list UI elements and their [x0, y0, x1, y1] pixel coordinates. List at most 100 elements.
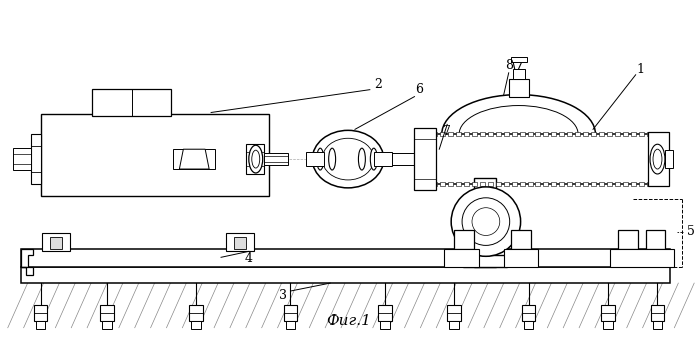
Bar: [653, 321, 662, 329]
Bar: [535, 132, 540, 136]
Bar: [599, 182, 604, 186]
Ellipse shape: [317, 148, 324, 170]
Bar: [618, 229, 638, 249]
Bar: [603, 321, 613, 329]
Bar: [456, 182, 461, 186]
Bar: [34, 305, 47, 321]
Bar: [440, 182, 445, 186]
Circle shape: [462, 198, 510, 245]
Ellipse shape: [371, 148, 378, 170]
Bar: [234, 237, 246, 249]
Bar: [389, 153, 419, 165]
Bar: [31, 134, 40, 184]
Bar: [623, 182, 628, 186]
Bar: [535, 182, 540, 186]
Ellipse shape: [252, 150, 260, 168]
Bar: [21, 249, 670, 267]
Bar: [432, 132, 437, 136]
Text: 7: 7: [443, 125, 451, 138]
Bar: [601, 305, 615, 321]
Bar: [639, 132, 644, 136]
Bar: [504, 182, 509, 186]
Bar: [639, 182, 644, 186]
Bar: [246, 144, 264, 174]
Bar: [528, 182, 533, 186]
Bar: [480, 132, 485, 136]
Bar: [575, 182, 580, 186]
Bar: [607, 182, 612, 186]
Bar: [615, 182, 620, 186]
Bar: [463, 255, 507, 267]
Text: Фиг.1: Фиг.1: [327, 314, 371, 328]
Bar: [509, 79, 528, 97]
Ellipse shape: [650, 144, 665, 174]
Bar: [43, 234, 70, 251]
Bar: [583, 182, 588, 186]
Ellipse shape: [312, 130, 384, 188]
Bar: [92, 89, 172, 117]
Bar: [610, 249, 674, 267]
Bar: [623, 132, 628, 136]
Text: 5: 5: [688, 225, 695, 238]
Bar: [173, 149, 215, 169]
Bar: [559, 182, 564, 186]
Bar: [450, 321, 459, 329]
Bar: [651, 305, 664, 321]
Bar: [599, 132, 604, 136]
Bar: [551, 132, 556, 136]
Ellipse shape: [329, 148, 336, 170]
Text: 8: 8: [505, 60, 513, 72]
Bar: [544, 132, 549, 136]
Bar: [607, 132, 612, 136]
Bar: [496, 182, 500, 186]
Bar: [648, 132, 669, 186]
Circle shape: [451, 187, 521, 256]
Bar: [551, 182, 556, 186]
Polygon shape: [21, 249, 33, 267]
Bar: [456, 132, 461, 136]
Bar: [488, 182, 493, 186]
Bar: [264, 153, 288, 165]
Bar: [50, 237, 62, 249]
Bar: [448, 132, 453, 136]
Bar: [631, 132, 636, 136]
Bar: [380, 321, 389, 329]
Bar: [36, 321, 45, 329]
Polygon shape: [179, 149, 209, 169]
Bar: [567, 182, 572, 186]
Bar: [591, 132, 596, 136]
Bar: [102, 321, 112, 329]
Bar: [432, 182, 437, 186]
Bar: [40, 115, 269, 196]
Bar: [631, 182, 636, 186]
Bar: [440, 132, 445, 136]
Bar: [559, 132, 564, 136]
Bar: [575, 132, 580, 136]
Bar: [512, 182, 517, 186]
Bar: [448, 182, 453, 186]
Bar: [226, 234, 254, 251]
Bar: [521, 305, 535, 321]
Bar: [591, 182, 596, 186]
Bar: [496, 132, 500, 136]
Bar: [474, 178, 496, 267]
Bar: [512, 69, 525, 79]
Bar: [415, 128, 436, 190]
Bar: [378, 305, 392, 321]
Circle shape: [472, 208, 500, 236]
Bar: [21, 267, 670, 283]
Bar: [464, 132, 469, 136]
Bar: [189, 305, 203, 321]
Bar: [306, 152, 324, 166]
Bar: [424, 132, 429, 136]
Ellipse shape: [248, 145, 262, 173]
Ellipse shape: [322, 138, 374, 180]
Bar: [472, 182, 477, 186]
Bar: [646, 182, 651, 186]
Bar: [472, 132, 477, 136]
Bar: [544, 182, 549, 186]
Bar: [511, 229, 530, 249]
Bar: [447, 305, 461, 321]
Bar: [444, 249, 479, 267]
Bar: [504, 249, 538, 267]
